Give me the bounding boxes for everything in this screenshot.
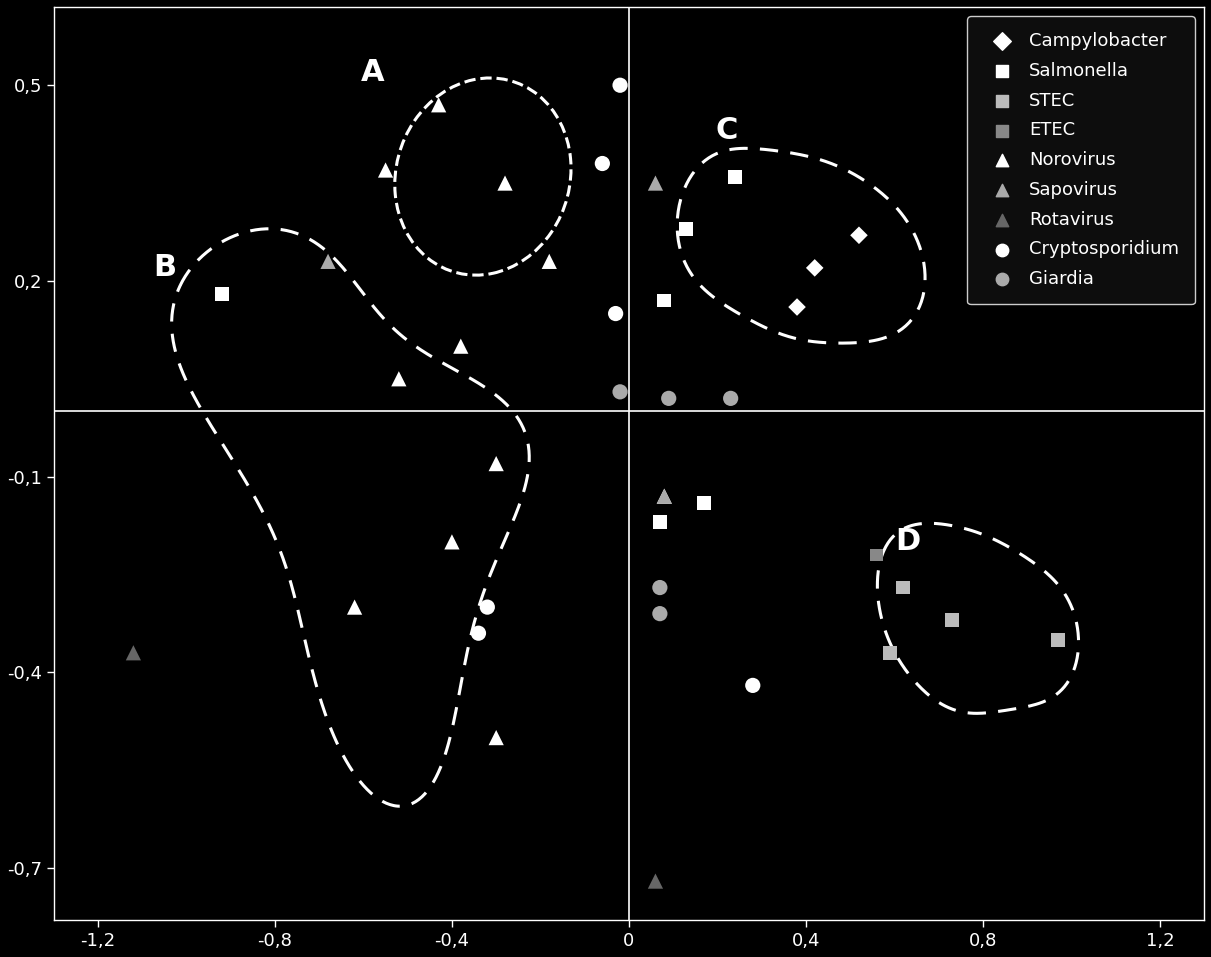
Legend: Campylobacter, Salmonella, STEC, ETEC, Norovirus, Sapovirus, Rotavirus, Cryptosp: Campylobacter, Salmonella, STEC, ETEC, N… xyxy=(968,16,1195,304)
Point xyxy=(442,534,461,549)
Point xyxy=(487,456,506,471)
Point xyxy=(659,390,678,406)
Point xyxy=(345,599,365,614)
Point xyxy=(694,495,713,510)
Point xyxy=(894,580,913,595)
Text: D: D xyxy=(895,527,920,556)
Text: A: A xyxy=(361,57,384,87)
Point xyxy=(450,339,470,354)
Point xyxy=(610,78,630,93)
Point xyxy=(880,645,900,660)
Point xyxy=(1049,632,1068,647)
Point xyxy=(805,260,825,276)
Point xyxy=(318,254,338,269)
Text: B: B xyxy=(153,254,176,282)
Point xyxy=(677,221,696,236)
Point xyxy=(650,515,670,530)
Point xyxy=(495,175,515,190)
Point xyxy=(787,300,807,315)
Point xyxy=(469,626,488,641)
Point xyxy=(721,390,740,406)
Point xyxy=(744,678,763,693)
Point xyxy=(942,612,962,628)
Point xyxy=(849,228,868,243)
Point xyxy=(650,606,670,621)
Point xyxy=(592,156,612,171)
Point xyxy=(867,547,886,563)
Point xyxy=(645,874,665,889)
Text: C: C xyxy=(714,117,737,145)
Point xyxy=(650,580,670,595)
Point xyxy=(389,371,408,387)
Point xyxy=(429,98,448,113)
Point xyxy=(487,730,506,746)
Point xyxy=(645,175,665,190)
Point xyxy=(477,599,497,614)
Point xyxy=(655,293,675,308)
Point xyxy=(606,306,625,322)
Point xyxy=(375,163,395,178)
Point xyxy=(725,168,745,184)
Point xyxy=(655,489,675,504)
Point xyxy=(610,384,630,399)
Point xyxy=(124,645,143,660)
Point xyxy=(540,254,559,269)
Point xyxy=(212,286,231,301)
Point xyxy=(655,489,675,504)
